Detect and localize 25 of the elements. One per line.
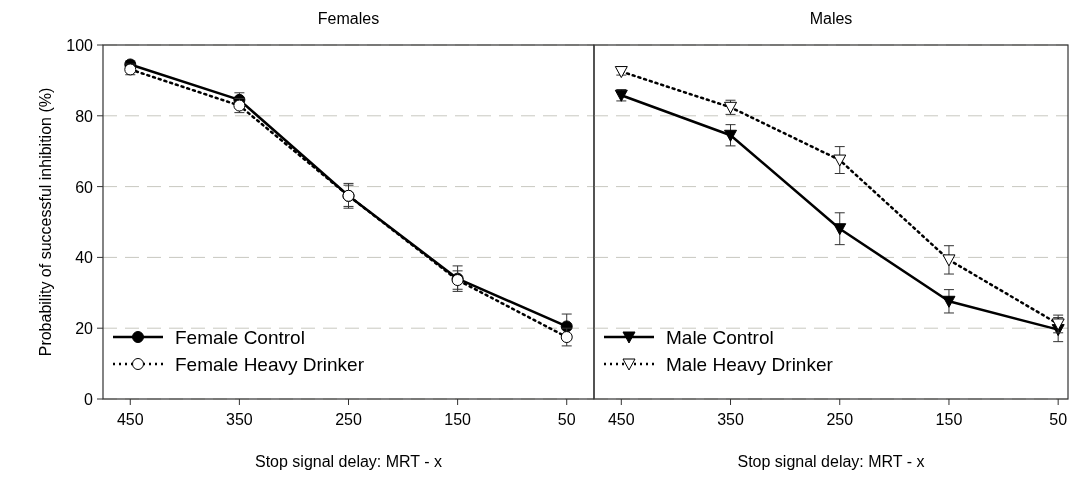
y-tick-label: 100 <box>66 37 94 54</box>
x-tick-label: 450 <box>607 411 635 428</box>
y-tick-label: 40 <box>75 249 94 267</box>
legend-label: Female Heavy Drinker <box>175 354 365 375</box>
x-tick-label: 250 <box>335 411 362 428</box>
y-tick-label: 80 <box>75 107 94 125</box>
x-tick-label: 450 <box>116 411 144 428</box>
x-tick-label: 50 <box>1049 411 1068 428</box>
x-axis-title: Stop signal delay: MRT - x <box>737 453 925 470</box>
x-tick-label: 350 <box>226 411 253 428</box>
x-tick-label: 50 <box>557 411 576 428</box>
x-tick-label: 250 <box>826 411 854 428</box>
y-axis-title: Probability of successful inhibition (%) <box>37 87 54 357</box>
y-tick-label: 0 <box>84 391 94 408</box>
x-tick-label: 350 <box>717 411 744 428</box>
chart-title: Females <box>317 10 380 27</box>
legend-label: Male Control <box>666 327 774 348</box>
y-tick-label: 20 <box>75 320 94 338</box>
x-tick-label: 150 <box>935 411 963 428</box>
legend-label: Female Control <box>175 327 305 348</box>
legend-label: Male Heavy Drinker <box>666 354 834 375</box>
chart-title: Males <box>809 10 853 27</box>
x-tick-label: 150 <box>444 411 472 428</box>
y-tick-label: 60 <box>75 178 94 196</box>
x-axis-title: Stop signal delay: MRT - x <box>254 453 443 470</box>
